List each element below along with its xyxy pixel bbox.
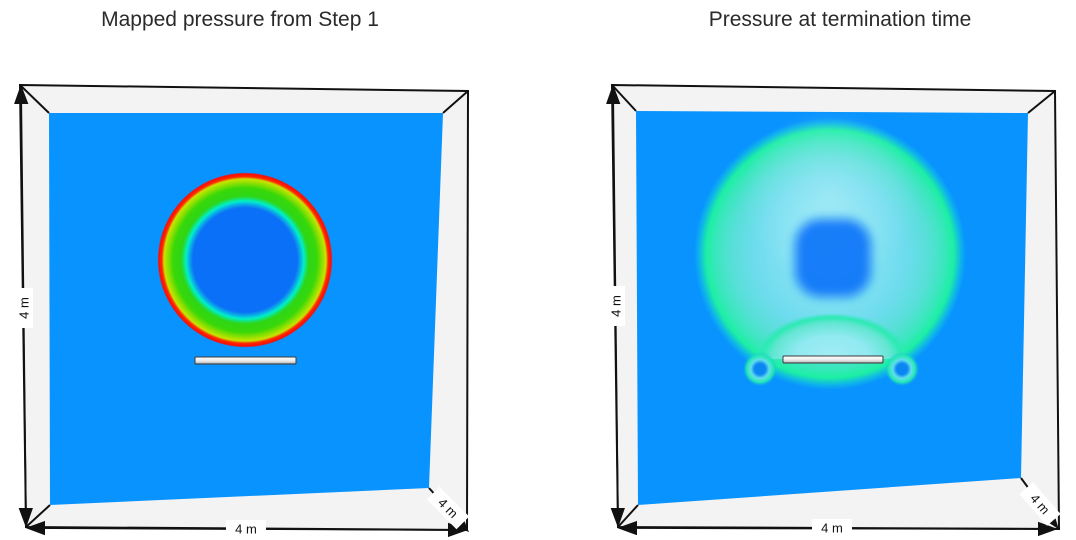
width-dimension-label: 4 m (226, 520, 266, 538)
height-dimension-label: 4 m (15, 288, 33, 328)
plate-right-panel (782, 355, 884, 364)
interior-highlight (742, 111, 918, 284)
left-panel: 4 m 4 m 4 m (13, 83, 470, 538)
left-panel-title: Mapped pressure from Step 1 (101, 8, 379, 31)
right-panel-title: Pressure at termination time (708, 8, 972, 31)
height-dimension-label: 4 m (607, 286, 625, 326)
width-dimension-label: 4 m (812, 519, 852, 537)
plate-left-panel (194, 356, 297, 365)
shock-ring-and-core (155, 170, 335, 350)
central-pressure-core (795, 219, 871, 297)
vortex-curl-right (885, 352, 919, 386)
vortex-curl-left (743, 352, 777, 386)
svg-text:4 m: 4 m (821, 521, 843, 536)
svg-text:4 m: 4 m (609, 295, 624, 317)
bevel-top-right (442, 90, 469, 114)
right-panel: 4 m 4 m 4 m (605, 83, 1061, 537)
bevel-top-right (1027, 90, 1056, 114)
svg-text:4 m: 4 m (235, 522, 257, 537)
svg-text:4 m: 4 m (17, 297, 32, 319)
